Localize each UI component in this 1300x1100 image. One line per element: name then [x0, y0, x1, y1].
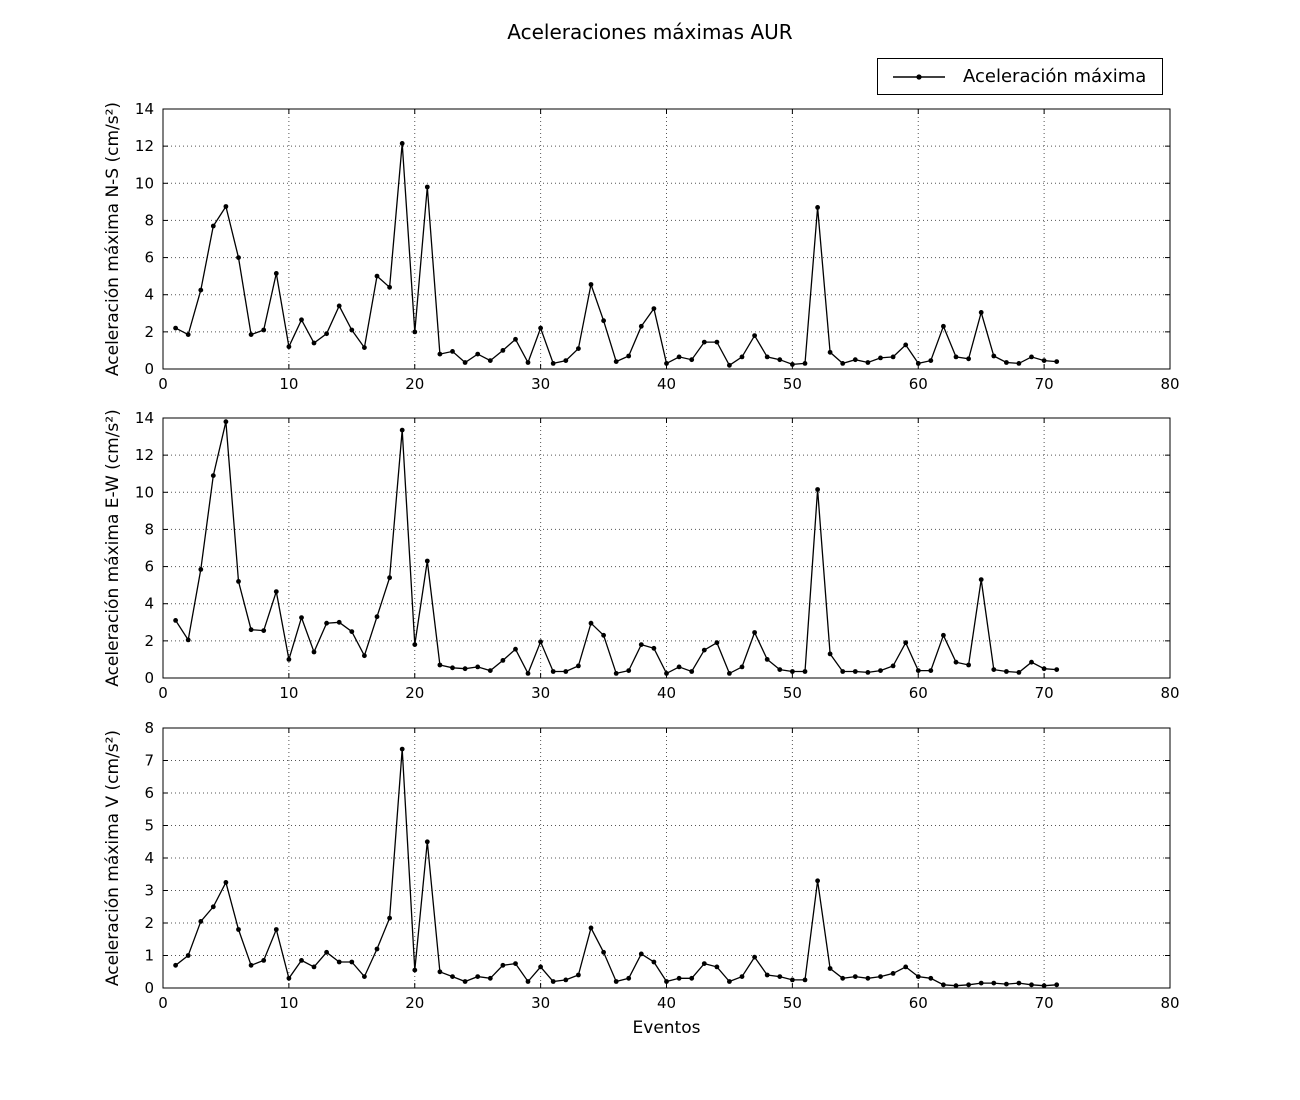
series-markers-v [173, 746, 1060, 989]
svg-text:70: 70 [1035, 375, 1054, 393]
legend-line-dot-marker [893, 73, 945, 80]
tick-labels: 0 10 20 30 40 50 60 70 80 0 2 4 6 8 10 12 14 [135, 409, 1180, 702]
gridlines [163, 109, 1170, 369]
svg-text:4: 4 [144, 595, 154, 613]
svg-text:40: 40 [657, 375, 676, 393]
legend-label: Aceleración máxima [963, 66, 1147, 87]
svg-text:80: 80 [1160, 375, 1179, 393]
svg-text:10: 10 [135, 483, 154, 501]
svg-text:2: 2 [144, 914, 154, 932]
svg-text:4: 4 [144, 849, 154, 867]
series-line-ns [175, 143, 1057, 367]
svg-text:6: 6 [144, 249, 154, 267]
tick-marks [162, 727, 1171, 989]
svg-text:0: 0 [144, 979, 154, 997]
svg-text:10: 10 [279, 684, 298, 702]
svg-text:50: 50 [783, 684, 802, 702]
svg-text:20: 20 [405, 994, 424, 1012]
series-markers-ew [173, 419, 1060, 676]
svg-text:12: 12 [135, 446, 154, 464]
svg-text:8: 8 [144, 211, 154, 229]
tick-labels: 0 10 20 30 40 50 60 70 80 0 2 4 6 8 10 12 14 [135, 100, 1180, 393]
svg-text:14: 14 [135, 100, 154, 118]
svg-text:12: 12 [135, 137, 154, 155]
tick-marks [162, 108, 1171, 370]
svg-text:0: 0 [158, 375, 168, 393]
gridlines [163, 418, 1170, 678]
subplot-ns: 0 10 20 30 40 50 60 70 80 0 2 4 6 8 10 12 14 [135, 100, 1180, 393]
svg-text:40: 40 [657, 994, 676, 1012]
svg-text:10: 10 [279, 375, 298, 393]
svg-text:60: 60 [909, 684, 928, 702]
figure-title: Aceleraciones máximas AUR [507, 20, 793, 44]
svg-text:5: 5 [144, 817, 154, 835]
svg-text:40: 40 [657, 684, 676, 702]
tick-labels: 0 10 20 30 40 50 60 70 80 0 1 2 3 4 5 6 7 8 [144, 719, 1179, 1012]
svg-text:6: 6 [144, 784, 154, 802]
svg-text:3: 3 [144, 882, 154, 900]
svg-text:30: 30 [531, 684, 550, 702]
svg-text:8: 8 [144, 719, 154, 737]
series-markers-ns [173, 141, 1060, 368]
series-line-v [175, 749, 1057, 987]
gridlines [163, 728, 1170, 988]
svg-text:80: 80 [1160, 684, 1179, 702]
svg-text:0: 0 [158, 684, 168, 702]
svg-text:80: 80 [1160, 994, 1179, 1012]
legend-box: Aceleración máxima [877, 58, 1163, 95]
svg-text:6: 6 [144, 558, 154, 576]
tick-marks [162, 417, 1171, 679]
subplot-v: 0 10 20 30 40 50 60 70 80 0 1 2 3 4 5 6 7 8 [144, 719, 1179, 1012]
svg-text:0: 0 [158, 994, 168, 1012]
svg-text:50: 50 [783, 375, 802, 393]
svg-text:0: 0 [144, 360, 154, 378]
svg-text:30: 30 [531, 994, 550, 1012]
svg-text:0: 0 [144, 669, 154, 687]
svg-text:50: 50 [783, 994, 802, 1012]
svg-text:10: 10 [135, 174, 154, 192]
svg-text:2: 2 [144, 632, 154, 650]
svg-text:1: 1 [144, 947, 154, 965]
series-line-ew [175, 421, 1057, 675]
svg-text:4: 4 [144, 286, 154, 304]
subplot-ew: 0 10 20 30 40 50 60 70 80 0 2 4 6 8 10 12 14 [135, 409, 1180, 702]
svg-text:30: 30 [531, 375, 550, 393]
svg-text:70: 70 [1035, 684, 1054, 702]
svg-text:2: 2 [144, 323, 154, 341]
svg-text:20: 20 [405, 375, 424, 393]
svg-text:20: 20 [405, 684, 424, 702]
svg-text:70: 70 [1035, 994, 1054, 1012]
svg-text:60: 60 [909, 375, 928, 393]
xlabel-eventos: Eventos [632, 1018, 701, 1038]
svg-text:60: 60 [909, 994, 928, 1012]
svg-text:7: 7 [144, 752, 154, 770]
svg-text:14: 14 [135, 409, 154, 427]
svg-text:10: 10 [279, 994, 298, 1012]
svg-text:8: 8 [144, 520, 154, 538]
